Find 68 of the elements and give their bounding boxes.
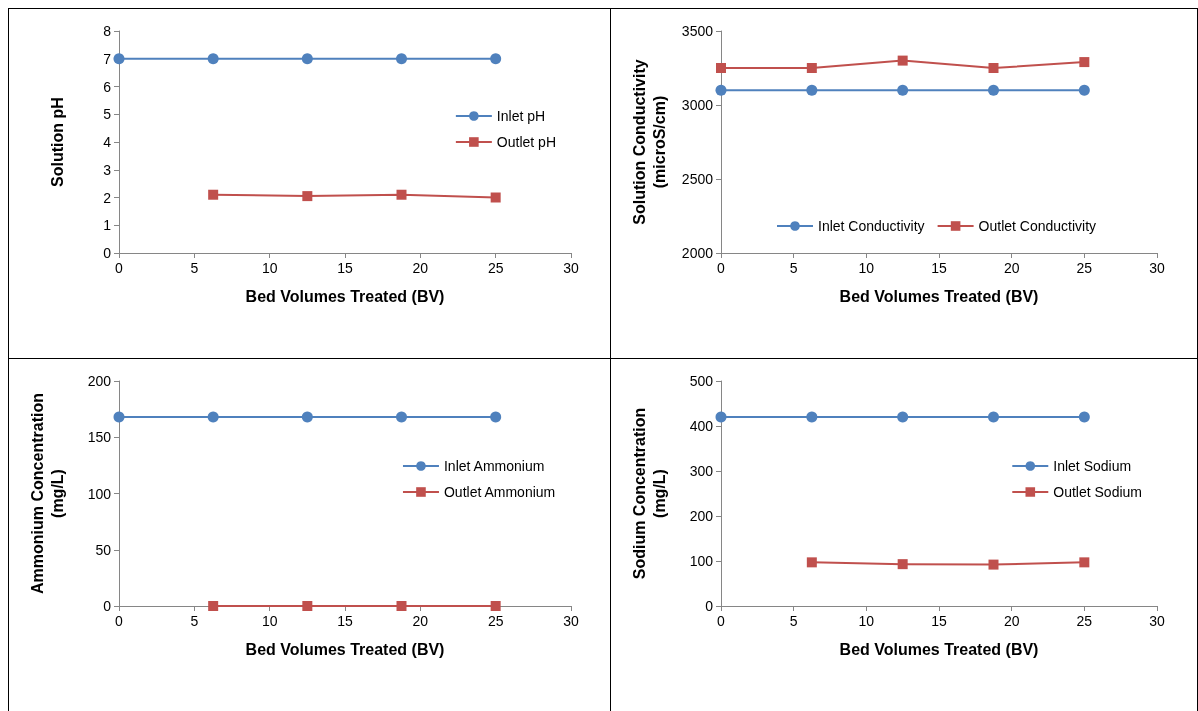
x-tick-label: 10: [858, 613, 875, 629]
y-tick-label: 7: [103, 50, 112, 67]
legend-label: Outlet Ammonium: [443, 484, 556, 500]
legend-label: Inlet Sodium: [1053, 458, 1132, 474]
legend-label: Inlet Conductivity: [818, 218, 925, 234]
y-tick-label: 400: [689, 418, 714, 434]
legend-label: Inlet pH: [496, 108, 546, 124]
y-axis-title: Ammonium Concentration (mg/L): [28, 393, 66, 594]
y-tick-label: 100: [689, 553, 714, 569]
x-tick-label: 20: [412, 613, 429, 629]
y-tick-label: 200: [87, 373, 112, 389]
y-tick-label: 200: [689, 508, 714, 524]
x-tick-label: 20: [412, 260, 429, 276]
x-tick-label: 15: [337, 260, 353, 276]
x-tick-label: 25: [487, 260, 504, 276]
x-axis-title: Bed Volumes Treated (BV): [839, 287, 1039, 305]
x-tick-label: 15: [337, 613, 353, 629]
x-axis-title: Bed Volumes Treated (BV): [245, 640, 445, 658]
y-tick-label: 100: [87, 485, 112, 502]
y-tick-label: 3000: [681, 97, 714, 113]
x-tick-label: 30: [563, 613, 579, 629]
y-tick-label: 0: [103, 598, 112, 614]
x-tick-label: 5: [789, 260, 798, 276]
x-tick-label: 0: [717, 613, 726, 629]
y-tick-label: 150: [87, 429, 112, 446]
y-tick-label: 1: [103, 217, 112, 234]
y-tick-label: 3: [103, 161, 112, 178]
y-tick-label: 300: [689, 463, 714, 479]
x-tick-label: 0: [115, 613, 124, 629]
x-tick-label: 15: [931, 613, 947, 629]
y-tick-label: 6: [103, 78, 112, 95]
x-axis-title: Bed Volumes Treated (BV): [839, 640, 1039, 658]
x-tick-label: 25: [1076, 613, 1093, 629]
x-tick-label: 30: [563, 260, 579, 276]
y-tick-label: 2500: [681, 171, 714, 187]
x-axis-title: Bed Volumes Treated (BV): [245, 287, 445, 305]
y-tick-label: 3500: [681, 23, 714, 39]
x-tick-label: 5: [190, 613, 199, 629]
x-tick-label: 10: [858, 260, 875, 276]
y-axis-title: Solution pH: [48, 97, 66, 187]
legend-label: Outlet Conductivity: [978, 218, 1097, 234]
y-tick-label: 0: [103, 245, 112, 261]
x-tick-label: 10: [261, 613, 278, 629]
y-tick-label: 4: [103, 134, 112, 150]
x-tick-label: 0: [115, 260, 124, 276]
x-tick-label: 0: [717, 260, 726, 276]
x-tick-label: 30: [1149, 613, 1165, 629]
x-tick-label: 25: [487, 613, 504, 629]
y-tick-label: 2: [103, 189, 112, 206]
y-tick-label: 5: [103, 106, 112, 123]
y-tick-label: 2000: [681, 245, 714, 261]
x-tick-label: 5: [789, 613, 798, 629]
y-tick-label: 500: [689, 373, 714, 389]
x-tick-label: 10: [261, 260, 278, 276]
y-tick-label: 8: [103, 23, 112, 39]
y-tick-label: 50: [95, 541, 112, 558]
y-tick-label: 0: [705, 598, 714, 614]
x-tick-label: 20: [1003, 613, 1020, 629]
x-tick-label: 25: [1076, 260, 1093, 276]
x-tick-label: 20: [1003, 260, 1020, 276]
y-axis-title: Sodium Concentration (mg/L): [630, 407, 668, 580]
legend-label: Inlet Ammonium: [443, 458, 545, 474]
x-tick-label: 5: [190, 260, 199, 276]
y-axis-title: Solution Conductivity (microS/cm): [630, 59, 668, 225]
legend-label: Outlet pH: [496, 134, 556, 150]
x-tick-label: 15: [931, 260, 947, 276]
legend-label: Outlet Sodium: [1053, 484, 1143, 500]
x-tick-label: 30: [1149, 260, 1165, 276]
